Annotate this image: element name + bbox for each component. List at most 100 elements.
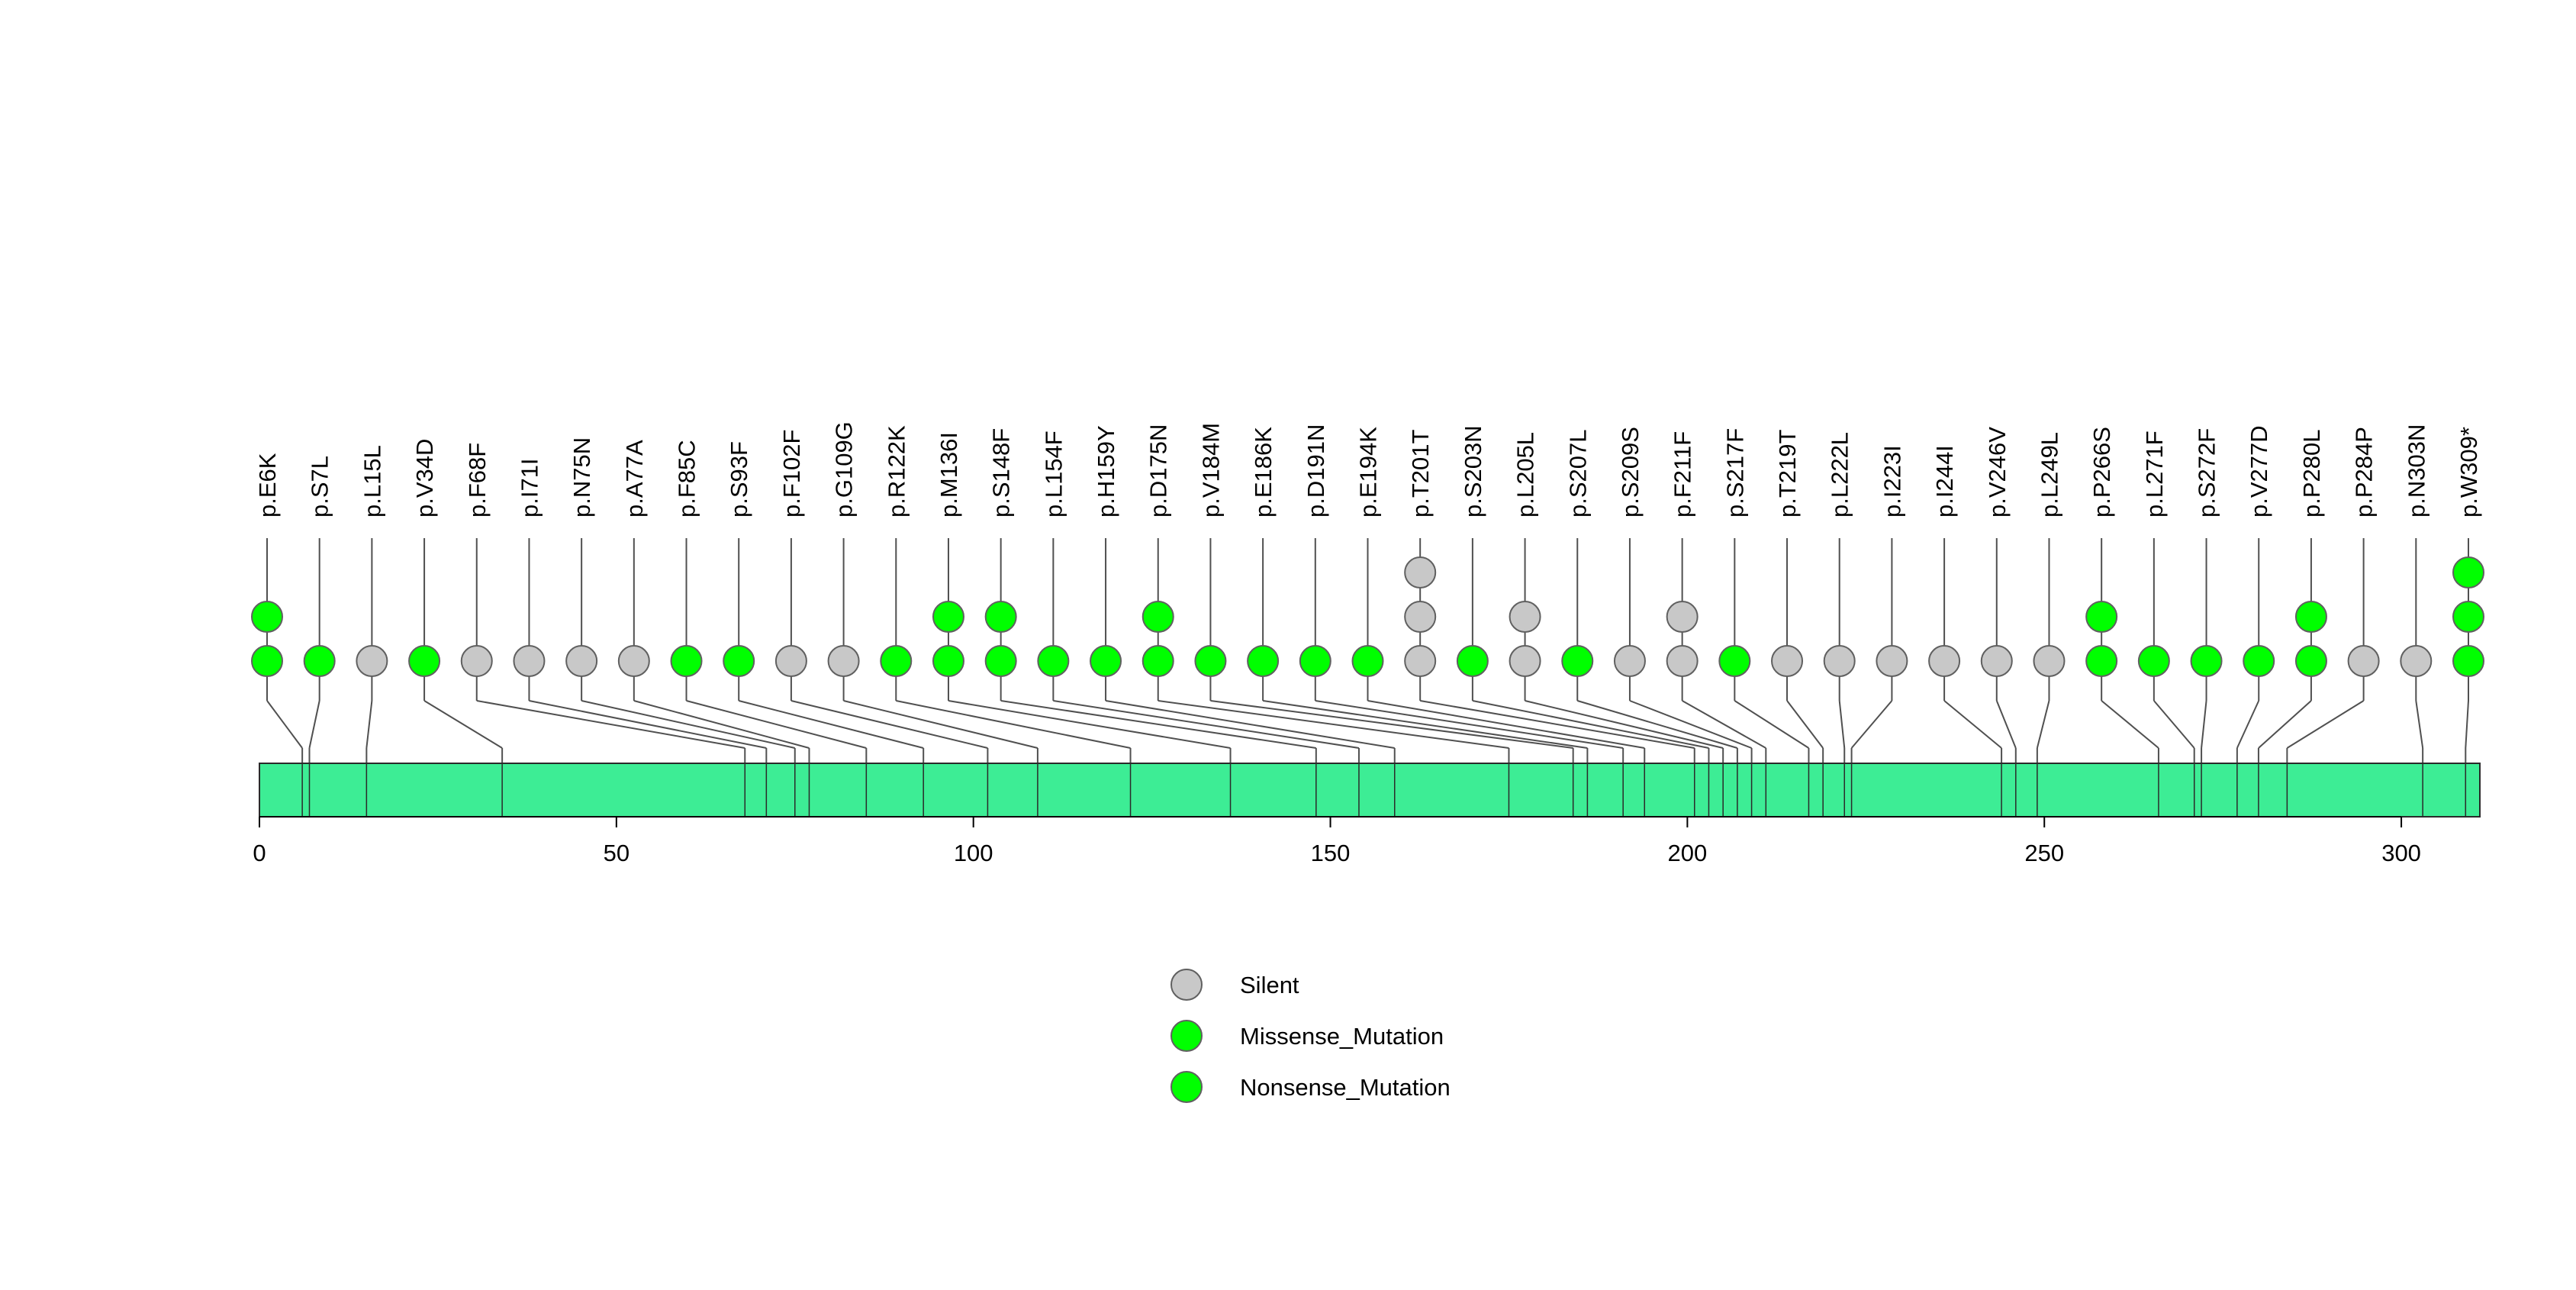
- mutation-label: p.S7L: [307, 456, 333, 518]
- legend-swatch: [1170, 1071, 1203, 1103]
- x-tick-label: 0: [253, 840, 266, 866]
- mutation-dot: [565, 645, 598, 677]
- mutation-dot: [2452, 645, 2484, 677]
- mutation-dot: [932, 601, 964, 633]
- mutation-dot: [2400, 645, 2433, 677]
- mutation-dot: [827, 645, 860, 677]
- mutation-connector: [896, 700, 1131, 749]
- mutation-connector: [1943, 700, 2002, 749]
- mutation-dot: [1509, 645, 1541, 677]
- protein-bar-layer: [259, 763, 2481, 818]
- mutation-dot: [1194, 645, 1227, 677]
- mutation-label: p.N75N: [568, 437, 595, 518]
- mutation-connector: [738, 700, 924, 749]
- mutation-dot: [932, 645, 964, 677]
- mutation-connector: [1262, 700, 1588, 749]
- mutation-dot: [1404, 556, 1437, 589]
- mutation-dot: [2294, 601, 2327, 633]
- mutation-label: p.T219T: [1774, 429, 1801, 518]
- mutation-dot: [1666, 601, 1699, 633]
- dots-layer: [251, 556, 2484, 677]
- mutation-connector: [2415, 700, 2424, 749]
- mutation-label: p.W309*: [2455, 427, 2482, 518]
- mutation-connector: [1053, 700, 1360, 749]
- stems-layer: [266, 538, 2469, 763]
- mutation-label: p.T201T: [1407, 429, 1434, 518]
- mutation-dot: [408, 645, 441, 677]
- mutation-dot: [1351, 645, 1384, 677]
- mutation-dot: [1980, 645, 2013, 677]
- mutation-label: p.M136I: [935, 432, 962, 518]
- mutation-label: p.G109G: [831, 421, 858, 518]
- mutation-label: p.I71I: [516, 458, 543, 518]
- x-tick-label: 50: [604, 840, 630, 866]
- mutation-label: p.I244I: [1931, 445, 1958, 518]
- x-tick-label: 200: [1668, 840, 1708, 866]
- mutation-connector: [1525, 700, 1724, 749]
- mutation-dot: [1141, 645, 1174, 677]
- mutation-dot: [2347, 645, 2380, 677]
- mutation-dot: [1823, 645, 1856, 677]
- mutation-connector: [266, 700, 303, 749]
- mutation-label: p.P280L: [2298, 430, 2325, 518]
- mutation-label: p.L249L: [2036, 432, 2062, 518]
- mutation-dot: [984, 601, 1017, 633]
- mutation-label: p.I223I: [1879, 445, 1905, 518]
- mutation-dot: [617, 645, 650, 677]
- mutation-label: p.P284P: [2351, 427, 2378, 518]
- mutation-connector: [843, 700, 1038, 749]
- mutation-connector: [1850, 700, 1893, 749]
- mutation-label: p.D191N: [1302, 424, 1329, 518]
- mutation-label: p.S148F: [988, 428, 1015, 518]
- mutation-dot: [2243, 645, 2275, 677]
- mutation-label: p.L271F: [2141, 431, 2168, 518]
- mutation-dot: [251, 645, 283, 677]
- x-tick-label: 100: [954, 840, 993, 866]
- mutation-label: p.N303N: [2403, 424, 2429, 518]
- mutation-dot: [984, 645, 1017, 677]
- mutation-connector: [1420, 700, 1695, 749]
- protein-bar: [259, 763, 2481, 818]
- mutation-label: p.L15L: [359, 445, 385, 518]
- legend: Silent Missense_Mutation Nonsense_Mutation: [1170, 969, 1451, 1103]
- mutation-label: p.E186K: [1250, 427, 1277, 518]
- legend-label: Silent: [1240, 972, 1299, 998]
- mutation-dot: [2085, 601, 2118, 633]
- mutation-dot: [2452, 556, 2484, 589]
- mutation-connector: [365, 700, 373, 749]
- mutation-dot: [1876, 645, 1908, 677]
- x-tick-label: 250: [2024, 840, 2064, 866]
- mutation-label: p.S93F: [726, 441, 752, 518]
- mutation-dot: [774, 645, 807, 677]
- mutation-connector: [308, 700, 320, 749]
- mutation-label: p.A77A: [621, 440, 648, 518]
- mutation-label: p.S209S: [1617, 427, 1644, 518]
- x-axis: 0 50 100 150 200 250 300: [253, 816, 2421, 866]
- mutation-label: p.H159Y: [1093, 425, 1119, 518]
- legend-swatch: [1170, 1020, 1203, 1052]
- mutation-dot: [1299, 645, 1331, 677]
- mutation-dot: [723, 645, 755, 677]
- mutation-label: p.F211F: [1670, 431, 1696, 518]
- mutation-connector: [1472, 700, 1709, 749]
- mutation-label: p.E6K: [254, 453, 281, 518]
- mutation-label: p.S217F: [1721, 428, 1748, 518]
- mutation-connector: [1158, 700, 1509, 749]
- mutation-connector: [1000, 700, 1316, 749]
- mutation-label: p.E194K: [1355, 427, 1382, 518]
- legend-label: Missense_Mutation: [1240, 1023, 1444, 1050]
- mutation-label: p.S272F: [2194, 428, 2220, 518]
- mutation-dot: [1456, 645, 1489, 677]
- mutation-labels-layer: p.E6K p.S7L p.L15L p.V34D p.F68F p.I71I p.N75N…: [254, 421, 2482, 518]
- mutation-label: p.F102F: [778, 430, 805, 518]
- mutation-connector: [1786, 700, 1824, 749]
- mutation-connector: [529, 700, 767, 749]
- mutation-connector: [1315, 700, 1624, 749]
- mutation-connector: [948, 700, 1231, 749]
- mutation-dot: [2085, 645, 2118, 677]
- mutation-dot: [1247, 645, 1280, 677]
- mutation-connector: [1995, 700, 2017, 749]
- mutation-connector: [1734, 700, 1809, 749]
- mutation-dot: [1613, 645, 1646, 677]
